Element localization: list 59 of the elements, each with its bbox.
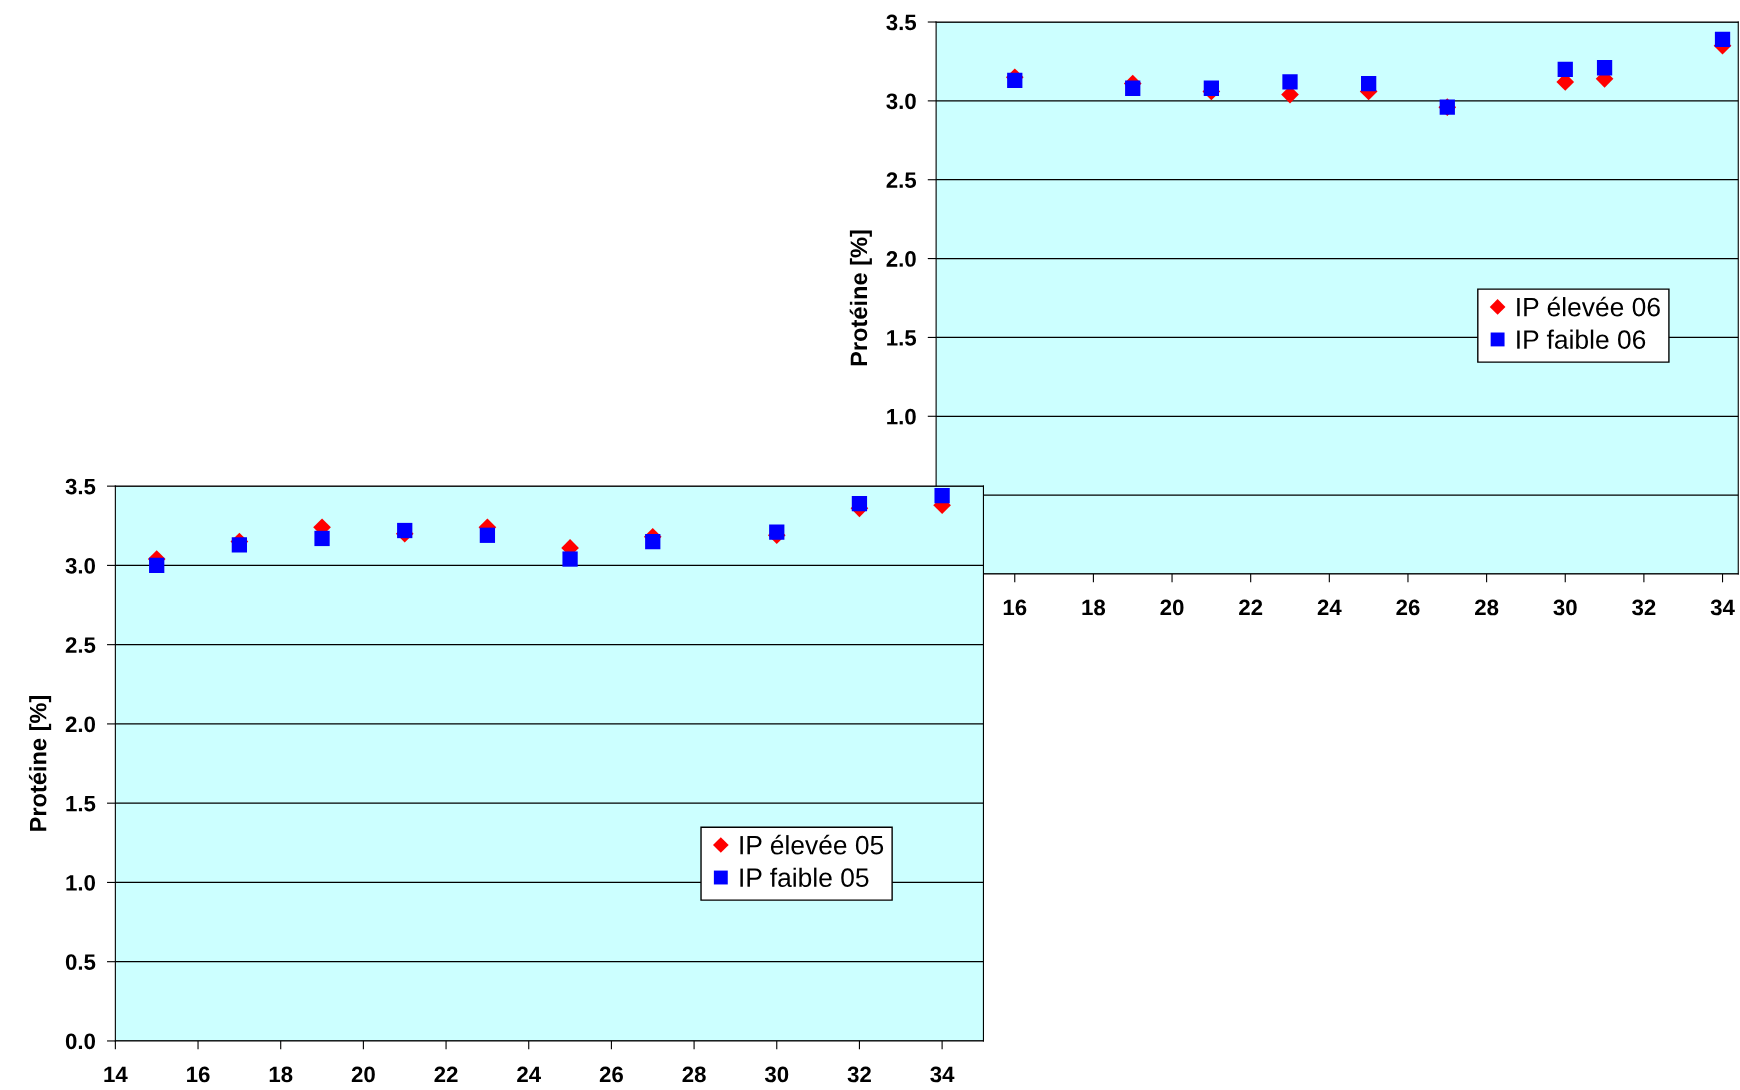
x-tick-label: 26 bbox=[1396, 599, 1420, 616]
point bbox=[1282, 74, 1298, 90]
x-tick-label: 24 bbox=[517, 1066, 541, 1083]
y-tick-label: 3.5 bbox=[886, 14, 917, 31]
y-tick-label: 1.0 bbox=[887, 408, 916, 425]
point bbox=[397, 522, 413, 539]
legend-label: IP élevée 05 bbox=[740, 834, 884, 855]
point bbox=[934, 488, 950, 504]
point bbox=[1596, 60, 1613, 76]
y-tick-label: 2.5 bbox=[886, 172, 917, 188]
point bbox=[851, 495, 868, 512]
y-tick-label: 0.5 bbox=[65, 954, 96, 970]
point bbox=[479, 527, 496, 543]
point bbox=[1557, 61, 1573, 77]
x-tick-label: 28 bbox=[1475, 599, 1499, 616]
y-tick-label: 1.0 bbox=[66, 874, 96, 891]
point bbox=[769, 524, 785, 540]
x-tick-label: 20 bbox=[351, 1066, 375, 1083]
point bbox=[1125, 80, 1141, 96]
x-tick-label: 18 bbox=[269, 1066, 293, 1083]
legend-label: IP élevée 06 bbox=[1517, 296, 1660, 317]
y-tick-label: 0.0 bbox=[65, 1033, 96, 1050]
x-tick-label: 28 bbox=[682, 1066, 706, 1083]
y-tick-label: 3.0 bbox=[886, 93, 916, 110]
point bbox=[645, 533, 661, 550]
y-tick-label: 3.5 bbox=[65, 478, 96, 495]
x-tick-label: 16 bbox=[1003, 599, 1027, 616]
point bbox=[231, 537, 248, 553]
x-tick-label: 14 bbox=[104, 1066, 128, 1083]
y-tick-label: 2.0 bbox=[886, 251, 916, 267]
point bbox=[314, 530, 330, 547]
x-tick-label: 26 bbox=[599, 1066, 623, 1083]
x-tick-label: 34 bbox=[1710, 599, 1735, 616]
point bbox=[1203, 80, 1219, 96]
x-tick-label: 22 bbox=[1239, 599, 1263, 616]
y-tick-label: 1.5 bbox=[66, 795, 96, 812]
legend-label: IP faible 06 bbox=[1517, 329, 1646, 349]
x-tick-label: 18 bbox=[1082, 599, 1106, 616]
y-tick-label: 2.5 bbox=[65, 637, 96, 653]
legend-label: IP faible 05 bbox=[740, 867, 869, 888]
y-tick-label: 3.0 bbox=[65, 557, 96, 574]
y-axis-title: Protéine [%] bbox=[849, 230, 872, 366]
point bbox=[1007, 72, 1023, 89]
x-tick-label: 30 bbox=[764, 1066, 789, 1083]
x-tick-label: 32 bbox=[847, 1066, 871, 1083]
x-tick-label: 22 bbox=[434, 1066, 458, 1083]
x-tick-label: 20 bbox=[1160, 599, 1184, 616]
x-tick-label: 34 bbox=[930, 1066, 955, 1083]
y-axis-title: Protéine [%] bbox=[28, 695, 52, 831]
point bbox=[1361, 75, 1377, 92]
x-tick-label: 16 bbox=[187, 1066, 210, 1083]
y-tick-label: 2.0 bbox=[65, 716, 96, 733]
point bbox=[562, 551, 578, 567]
y-tick-label: 1.5 bbox=[887, 330, 917, 346]
x-tick-label: 32 bbox=[1632, 599, 1656, 616]
point bbox=[149, 557, 165, 574]
x-tick-label: 24 bbox=[1317, 599, 1342, 616]
x-tick-label: 30 bbox=[1553, 599, 1577, 616]
point bbox=[1714, 31, 1731, 47]
